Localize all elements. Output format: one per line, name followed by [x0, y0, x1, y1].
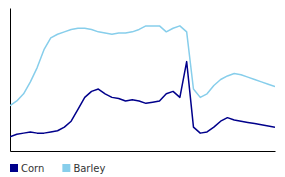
legend-swatch [10, 164, 18, 172]
lines [10, 26, 275, 137]
legend-swatch [62, 164, 70, 172]
line [10, 62, 275, 137]
y-axis [10, 9, 11, 152]
legend-label: Corn [21, 163, 44, 174]
plot [10, 9, 276, 152]
axis-line [11, 151, 276, 152]
line [10, 26, 275, 106]
legend: Corn Barley [10, 163, 105, 174]
axis-line [10, 9, 11, 152]
legend-item: Corn [10, 163, 44, 174]
legend-item: Barley [62, 163, 105, 174]
chart: Corn Barley [0, 0, 285, 177]
legend-label: Barley [73, 163, 105, 174]
x-axis [11, 151, 276, 152]
